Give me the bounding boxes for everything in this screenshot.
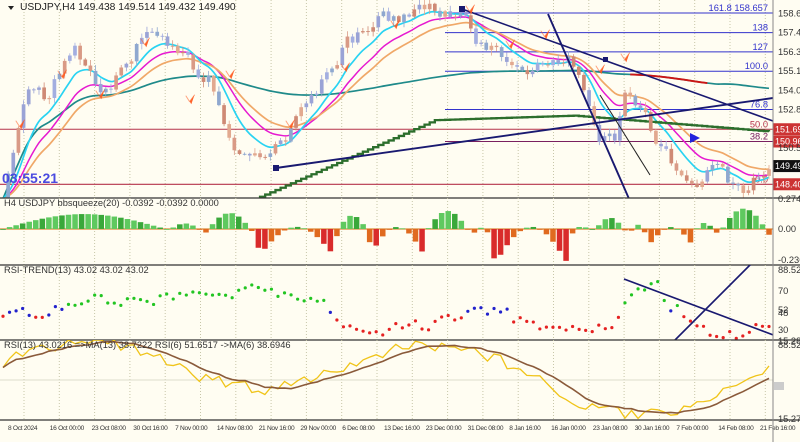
svg-text:RSI-TREND(13) 43.02 43.02 43.0: RSI-TREND(13) 43.02 43.02 43.02 <box>4 265 149 275</box>
svg-text:157.480: 157.480 <box>778 28 800 38</box>
svg-text:USDJPY,H4 149.438 149.514 149: USDJPY,H4 149.438 149.514 149.432 149.49… <box>20 2 236 13</box>
svg-text:7 Feb 00:00: 7 Feb 00:00 <box>676 425 709 432</box>
svg-text:30 Jan 16:00: 30 Jan 16:00 <box>635 425 670 432</box>
svg-text:150.580: 150.580 <box>778 143 800 153</box>
svg-text:151.695: 151.695 <box>775 124 800 134</box>
svg-text:50.0: 50.0 <box>750 119 768 129</box>
svg-text:23 Oct 08:00: 23 Oct 08:00 <box>92 425 127 432</box>
svg-text:31 Dec 08:00: 31 Dec 08:00 <box>468 425 504 432</box>
svg-text:-0.2365: -0.2365 <box>778 255 800 265</box>
svg-text:14 Nov 08:00: 14 Nov 08:00 <box>217 425 253 432</box>
svg-text:29 Nov 00:00: 29 Nov 00:00 <box>300 425 336 432</box>
svg-text:127: 127 <box>752 42 768 52</box>
svg-text:23 Jan 08:00: 23 Jan 08:00 <box>593 425 628 432</box>
svg-text:158.620: 158.620 <box>778 9 800 19</box>
svg-text:21 Feb 16:00: 21 Feb 16:00 <box>760 425 796 432</box>
svg-text:148.400: 148.400 <box>775 179 800 189</box>
svg-text:100.0: 100.0 <box>745 61 768 71</box>
svg-text:16 Oct 00:00: 16 Oct 00:00 <box>50 425 85 432</box>
svg-text:149.490: 149.490 <box>775 161 800 171</box>
svg-text:14 Feb 08:00: 14 Feb 08:00 <box>718 425 754 432</box>
svg-text:21 Nov 16:00: 21 Nov 16:00 <box>259 425 295 432</box>
svg-text:48: 48 <box>778 308 788 318</box>
svg-text:156.325: 156.325 <box>778 47 800 57</box>
svg-text:6 Dec 08:00: 6 Dec 08:00 <box>342 425 375 432</box>
svg-text:154.030: 154.030 <box>778 85 800 95</box>
svg-text:152.875: 152.875 <box>778 105 800 115</box>
svg-text:16 Jan 00:00: 16 Jan 00:00 <box>551 425 586 432</box>
svg-text:88.52: 88.52 <box>778 265 800 275</box>
svg-text:H4 USDJPY bbsqueeze(20) -0.039: H4 USDJPY bbsqueeze(20) -0.0392 -0.0392 … <box>4 198 219 208</box>
svg-text:0.00: 0.00 <box>778 224 796 234</box>
svg-text:0.2741: 0.2741 <box>778 194 800 204</box>
svg-text:23 Dec 00:00: 23 Dec 00:00 <box>426 425 462 432</box>
svg-text:155.170: 155.170 <box>778 66 800 76</box>
svg-text:8 Oct 2024: 8 Oct 2024 <box>8 425 38 432</box>
svg-text:13 Dec 16:00: 13 Dec 16:00 <box>384 425 420 432</box>
svg-text:8 Jan 16:00: 8 Jan 16:00 <box>509 425 541 432</box>
svg-text:RSI(13) 43.0216 =>MA(13) 38.7: RSI(13) 43.0216 =>MA(13) 38.7222 RSI(6) … <box>4 340 291 350</box>
svg-text:30: 30 <box>778 325 788 335</box>
svg-text:70: 70 <box>778 286 788 296</box>
svg-text:88.5229: 88.5229 <box>778 340 800 350</box>
svg-text:30 Oct 16:00: 30 Oct 16:00 <box>133 425 168 432</box>
svg-text:138: 138 <box>752 23 768 33</box>
svg-text:38.2: 38.2 <box>750 132 768 142</box>
svg-text:03:55:21: 03:55:21 <box>2 170 58 186</box>
svg-text:15.2798: 15.2798 <box>778 414 800 424</box>
svg-text:161.8 158.657: 161.8 158.657 <box>709 3 768 13</box>
svg-text:7 Nov 00:00: 7 Nov 00:00 <box>175 425 208 432</box>
